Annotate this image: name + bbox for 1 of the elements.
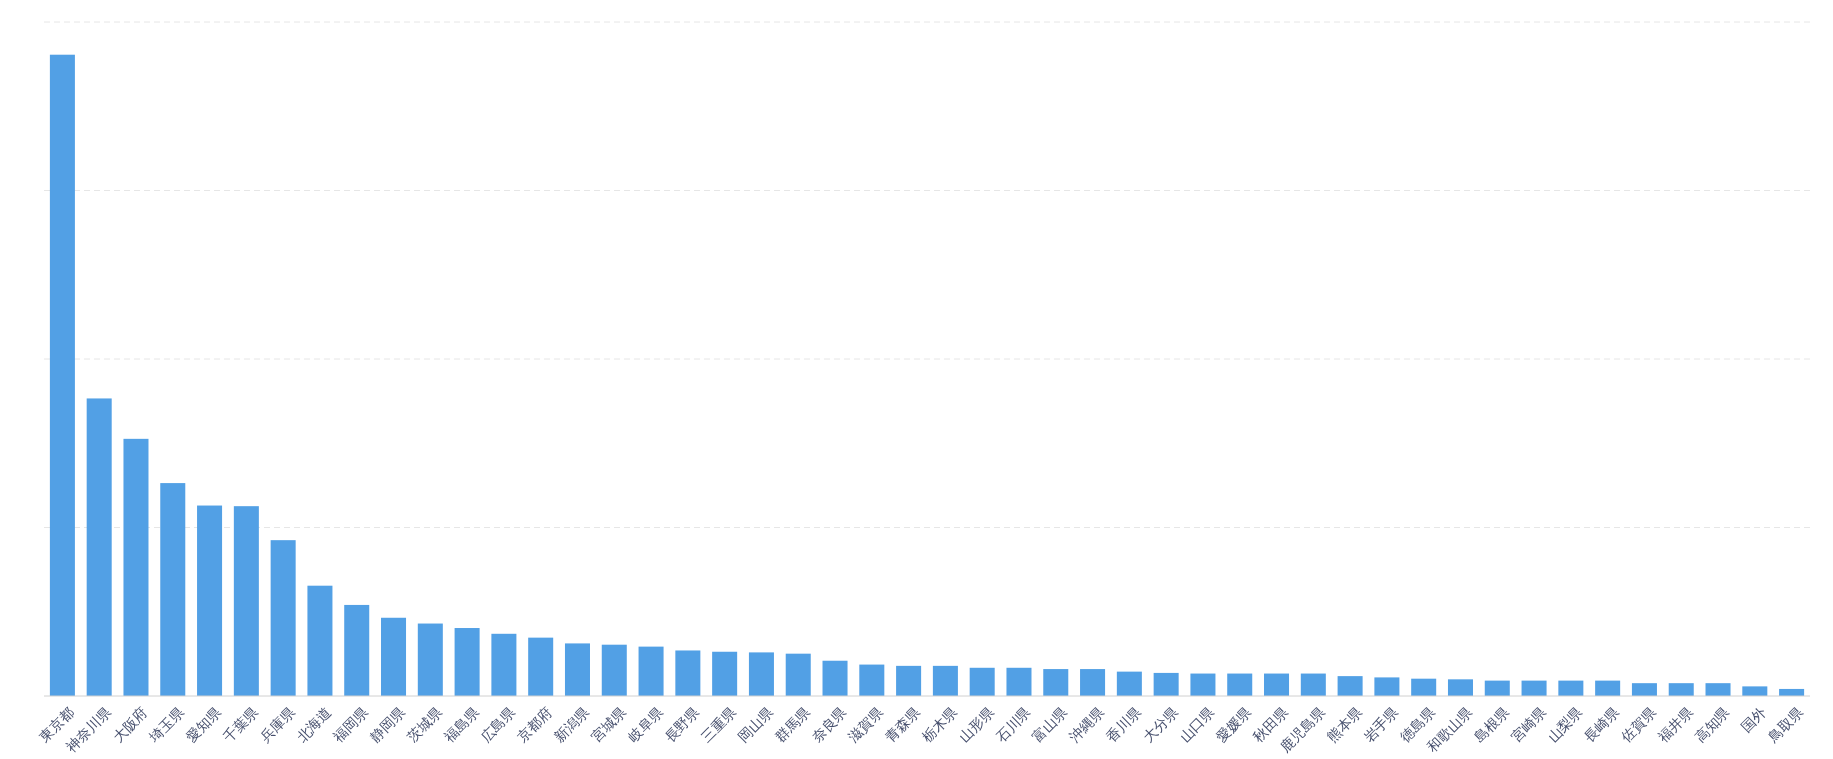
- x-tick-label: 鳥取県: [1764, 704, 1807, 746]
